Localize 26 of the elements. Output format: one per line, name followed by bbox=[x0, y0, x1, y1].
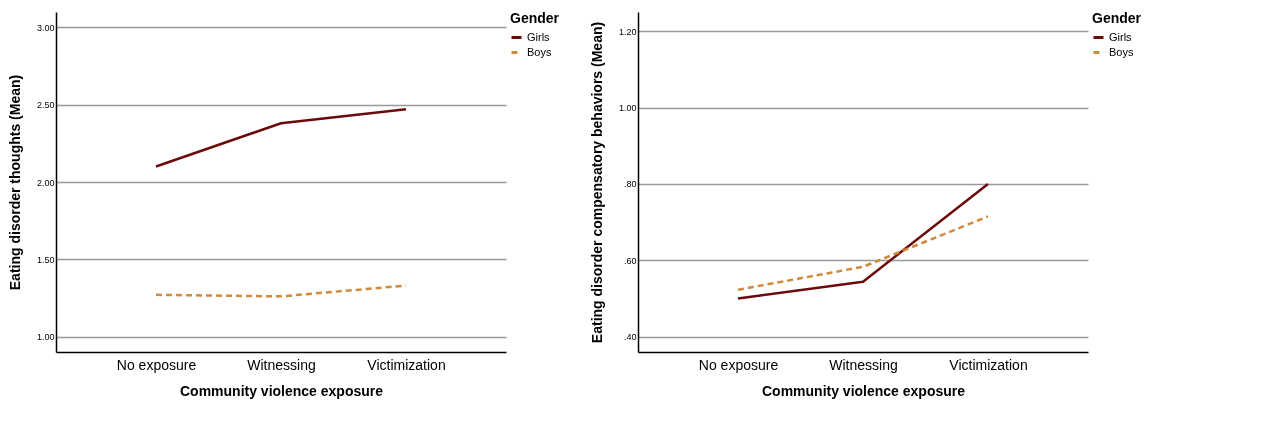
y-tick-label: .80 bbox=[623, 179, 637, 190]
y-tick-label: 1.00 bbox=[36, 332, 55, 343]
y-tick-label: 2.00 bbox=[36, 177, 55, 188]
y-tick-label: 1.50 bbox=[36, 254, 55, 265]
legend-label: Boys bbox=[527, 45, 552, 58]
y-tick-label: 1.20 bbox=[618, 26, 637, 37]
x-tick-label: Victimization bbox=[949, 356, 1028, 373]
x-axis-title: Community violence exposure bbox=[761, 382, 966, 399]
x-tick-label: Victimization bbox=[367, 356, 446, 373]
y-axis-title: Eating disorder thoughts (Mean) bbox=[6, 74, 23, 291]
y-tick-label: 1.00 bbox=[618, 103, 637, 114]
x-tick-label: No exposure bbox=[116, 356, 197, 373]
legend-label: Girls bbox=[527, 30, 551, 43]
x-tick-label: Witnessing bbox=[247, 356, 316, 373]
y-tick-label: 2.50 bbox=[36, 100, 55, 111]
x-axis-title: Community violence exposure bbox=[179, 382, 384, 399]
legend-title: Gender bbox=[1092, 10, 1142, 26]
y-tick-label: 3.00 bbox=[36, 22, 55, 33]
legend-title: Gender bbox=[510, 10, 560, 26]
y-tick-label: .60 bbox=[623, 255, 637, 266]
y-axis-title: Eating disorder compensatory behaviors (Mean) bbox=[588, 21, 605, 344]
x-tick-label: No exposure bbox=[698, 356, 779, 373]
legend-label: Girls bbox=[1109, 30, 1133, 43]
x-tick-label: Witnessing bbox=[829, 356, 898, 373]
y-tick-label: .40 bbox=[623, 332, 637, 343]
legend-label: Boys bbox=[1109, 45, 1134, 58]
